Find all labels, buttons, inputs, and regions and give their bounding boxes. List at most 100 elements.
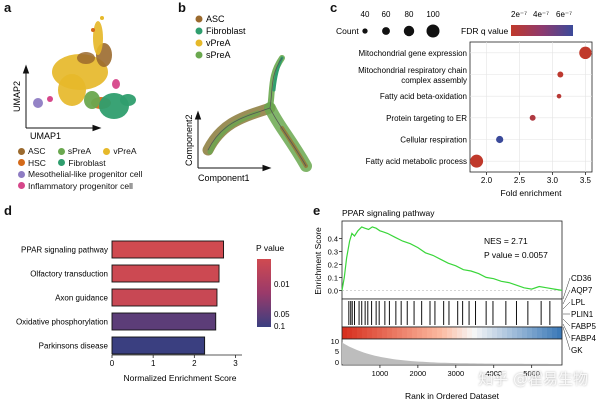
cluster-dot-vpreA-2 xyxy=(91,28,95,32)
go-category-line-1-0: Mitochondrial respiratory chain xyxy=(358,66,467,75)
heat-seg-15 xyxy=(417,327,423,339)
traj-legend-spreA: sPreA xyxy=(206,50,231,60)
heat-seg-33 xyxy=(507,327,513,339)
count-legend-label-80: 80 xyxy=(405,10,414,19)
go-category-label-4: Cellular respiration xyxy=(400,136,467,145)
heat-seg-13 xyxy=(407,327,413,339)
umap2-arrowhead xyxy=(22,64,30,74)
go-dot-0 xyxy=(579,46,592,60)
heat-seg-2 xyxy=(352,327,358,339)
cluster-inflam-2 xyxy=(47,96,53,102)
umap-legend-inflam: Inflammatory progenitor cell xyxy=(18,181,133,191)
go-dot-2 xyxy=(556,93,562,99)
bar-label-3: Oxidative phosphorylation xyxy=(16,318,108,327)
gsea-title: PPAR signaling pathway xyxy=(342,208,435,218)
umap-plot: UMAP1 UMAP2 xyxy=(12,16,136,141)
umap-legend: ASC sPreA vPreA HSC Fibroblast Mesotheli… xyxy=(18,146,183,191)
heat-seg-16 xyxy=(422,327,428,339)
pvalue-colorbar xyxy=(257,259,271,327)
heat-seg-34 xyxy=(512,327,518,339)
gsea-enrichment-plot: PPAR signaling pathway 0.0 0.1 0.2 0.3 0.4 N… xyxy=(313,208,596,401)
heat-seg-39 xyxy=(537,327,543,339)
metric-tick-10: 10 xyxy=(331,337,339,346)
heat-seg-3 xyxy=(357,327,363,339)
traj-legend-asc: ASC xyxy=(206,14,225,24)
pvalue-tick-2: 0.05 xyxy=(274,310,290,319)
count-legend-dot-100 xyxy=(426,24,440,38)
pval-text: P value = 0.0057 xyxy=(484,250,548,260)
heat-seg-27 xyxy=(477,327,483,339)
heat-seg-6 xyxy=(372,327,378,339)
heat-seg-26 xyxy=(472,327,478,339)
es-ytick-label-4: 0.4 xyxy=(328,235,338,244)
go-category-line-1-1: complex assembly xyxy=(401,76,467,85)
vpreA-dot xyxy=(103,147,111,155)
heat-seg-25 xyxy=(467,327,473,339)
fibro-dot xyxy=(58,159,66,166)
fdr-tick-2: 4e⁻⁷ xyxy=(533,10,549,19)
heat-seg-7 xyxy=(377,327,383,339)
gene-labels: CD36 AQP7 LPL PLIN1 FABP5 FABP4 GK xyxy=(562,274,596,355)
bar-label-1: Olfactory transduction xyxy=(30,270,108,279)
traj-legend-vpreA-dot xyxy=(195,39,203,47)
heat-seg-10 xyxy=(392,327,398,339)
umap-legend-meso-label: Mesothelial-like progenitor cell xyxy=(28,169,143,179)
umap-axes xyxy=(22,64,102,132)
heat-seg-20 xyxy=(442,327,448,339)
umap-legend-spreA-label: sPreA xyxy=(67,146,92,156)
bar-label-0: PPAR signaling pathway xyxy=(21,246,108,255)
trajectory-plot: ASC Fibroblast vPreA sPreA Component1 Co… xyxy=(184,14,312,183)
heat-seg-12 xyxy=(402,327,408,339)
heat-seg-41 xyxy=(547,327,553,339)
gsea-bar-chart: PPAR signaling pathway Olfactory transduc… xyxy=(16,240,290,383)
bar-xtick-label-3: 3 xyxy=(233,359,238,368)
gsea-xtick-label-4: 5000 xyxy=(523,369,540,378)
traj-ylabel: Component2 xyxy=(184,114,194,166)
bar-xtick-label-2: 2 xyxy=(192,359,197,368)
branch-left-overlay xyxy=(207,110,261,155)
panel-label-b: b xyxy=(178,0,186,15)
heat-seg-18 xyxy=(432,327,438,339)
traj-legend-asc-dot xyxy=(195,15,203,23)
umap-legend-asc-label: ASC xyxy=(28,146,46,156)
asc-dot xyxy=(18,147,25,155)
go-dot-1 xyxy=(557,71,564,78)
heat-seg-32 xyxy=(502,327,508,339)
heat-seg-0 xyxy=(342,327,348,339)
bar-1 xyxy=(111,264,220,283)
umap-xlabel: UMAP1 xyxy=(30,131,61,141)
heat-seg-35 xyxy=(517,327,523,339)
traj-legend-vpreA: vPreA xyxy=(206,38,231,48)
go-dots xyxy=(470,46,592,168)
umap-ylabel: UMAP2 xyxy=(12,81,22,112)
comp1-arrowhead xyxy=(262,164,272,172)
go-category-line-3-0: Protein targeting to ER xyxy=(386,114,467,123)
umap-legend-vpreA-label: vPreA xyxy=(113,146,137,156)
heat-seg-14 xyxy=(412,327,418,339)
fdr-colorbar xyxy=(511,25,573,36)
heat-seg-37 xyxy=(527,327,533,339)
heat-seg-42 xyxy=(552,327,558,339)
traj-legend-spreA-dot xyxy=(195,51,203,59)
umap1-arrowhead xyxy=(92,124,102,132)
spreA-dot xyxy=(57,147,65,155)
umap-legend-vpreA: vPreA xyxy=(103,146,137,156)
es-ylabel: Enrichment Score xyxy=(313,227,323,295)
go-xtick-label-3: 3.5 xyxy=(580,176,592,185)
umap-legend-fibro: Fibroblast xyxy=(58,158,106,168)
gene-leader-aqp7 xyxy=(562,289,571,305)
hsc-dot xyxy=(18,159,25,166)
gene-leader-cd36 xyxy=(562,277,571,300)
heat-seg-29 xyxy=(487,327,493,339)
branch-left xyxy=(202,102,276,156)
go-category-label-0: Mitochondrial gene expression xyxy=(358,49,467,58)
hits-frame xyxy=(341,298,563,328)
bar-xtick-label-1: 1 xyxy=(151,359,156,368)
meso-dot xyxy=(18,170,25,178)
go-category-label-5: Fatty acid metabolic process xyxy=(366,157,467,166)
fdr-colorbar-ticks: 2e⁻⁷ 4e⁻⁷ 6e⁻⁷ xyxy=(511,10,572,19)
gene-leader-fabp5 xyxy=(562,318,571,327)
heat-seg-31 xyxy=(497,327,503,339)
go-xtick-label-0: 2.0 xyxy=(481,176,493,185)
pvalue-ticks: 0.01 0.05 0.1 xyxy=(274,280,290,331)
